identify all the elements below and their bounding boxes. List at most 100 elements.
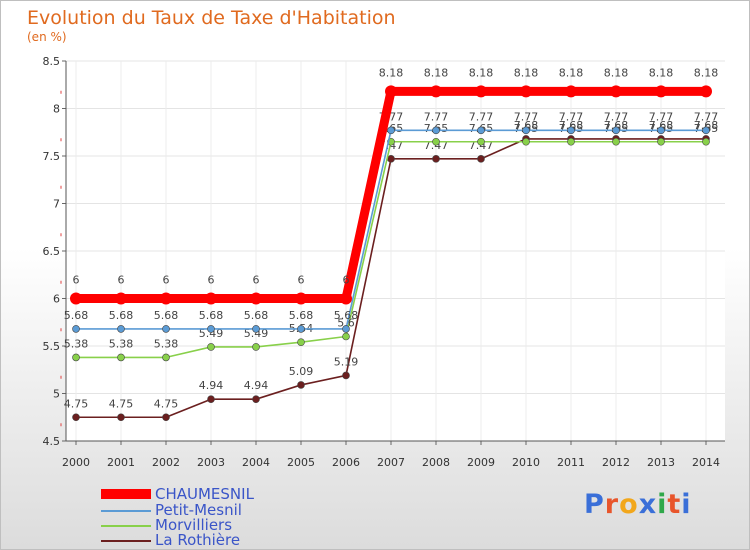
- data-label-chaumesnil: 8.18: [514, 66, 539, 79]
- data-label-morvilliers: 5.6: [337, 317, 355, 330]
- data-label-petit-mesnil: 7.77: [559, 110, 584, 123]
- data-label-chaumesnil: 6: [253, 274, 260, 287]
- data-point-morvilliers: [432, 137, 440, 146]
- x-tick-label: 2012: [602, 456, 630, 469]
- x-tick-label: 2001: [107, 456, 135, 469]
- data-point-la-rothi-re: [252, 395, 260, 404]
- x-tick-label: 2011: [557, 456, 585, 469]
- data-label-petit-mesnil: 7.77: [694, 110, 719, 123]
- data-label-petit-mesnil: 5.68: [289, 309, 314, 322]
- data-point-chaumesnil: [205, 292, 217, 305]
- data-label-petit-mesnil: 5.68: [109, 309, 134, 322]
- data-label-morvilliers: 5.38: [154, 337, 179, 350]
- logo-letter: i: [681, 489, 692, 520]
- data-label-chaumesnil: 8.18: [694, 66, 719, 79]
- data-label-petit-mesnil: 5.68: [64, 309, 89, 322]
- data-point-petit-mesnil: [297, 325, 305, 333]
- data-point-petit-mesnil: [567, 126, 575, 135]
- data-point-petit-mesnil: [117, 325, 125, 333]
- legend-swatch-morvilliers: [101, 525, 151, 527]
- y-tick-label: 7.5: [43, 150, 61, 163]
- data-point-petit-mesnil: [387, 126, 395, 135]
- y-tick-label: 5: [53, 388, 60, 401]
- data-point-chaumesnil: [430, 85, 442, 98]
- data-label-chaumesnil: 6: [73, 274, 80, 287]
- data-label-petit-mesnil: 5.68: [334, 309, 359, 322]
- data-point-morvilliers: [702, 137, 710, 146]
- data-label-la-rothi-re: 7.68: [649, 119, 674, 132]
- data-label-la-rothi-re: 7.68: [604, 119, 629, 132]
- data-label-chaumesnil: 8.18: [424, 66, 449, 79]
- data-point-morvilliers: [657, 137, 665, 146]
- data-point-petit-mesnil: [72, 325, 80, 333]
- data-point-chaumesnil: [70, 292, 82, 305]
- x-tick-label: 2005: [287, 456, 315, 469]
- data-label-la-rothi-re: 7.68: [694, 119, 719, 132]
- logo-letter: P: [584, 489, 605, 520]
- data-point-chaumesnil: [520, 85, 532, 98]
- data-label-petit-mesnil: 5.68: [244, 309, 269, 322]
- y-tick-label: 4.5: [43, 435, 61, 448]
- legend-label-morvilliers: Morvilliers: [155, 516, 233, 534]
- x-tick-label: 2000: [62, 456, 90, 469]
- x-tick-label: 2006: [332, 456, 360, 469]
- data-label-chaumesnil: 6: [118, 274, 125, 287]
- y-tick-label: 6: [53, 293, 60, 306]
- data-point-la-rothi-re: [297, 381, 305, 389]
- data-label-petit-mesnil: 7.77: [424, 110, 449, 123]
- data-point-petit-mesnil: [162, 325, 170, 333]
- data-label-la-rothi-re: 7.68: [514, 119, 539, 132]
- data-point-petit-mesnil: [342, 325, 350, 333]
- data-label-chaumesnil: 6: [208, 274, 215, 287]
- data-label-morvilliers: 5.38: [109, 337, 134, 350]
- data-point-la-rothi-re: [342, 371, 350, 380]
- data-point-morvilliers: [567, 137, 575, 146]
- data-label-petit-mesnil: 7.77: [604, 110, 629, 123]
- data-point-la-rothi-re: [387, 155, 395, 163]
- data-point-la-rothi-re: [72, 413, 80, 422]
- y-tick-label: 5.5: [43, 340, 61, 353]
- data-point-morvilliers: [117, 353, 125, 362]
- data-label-la-rothi-re: 5.09: [289, 365, 314, 378]
- data-point-chaumesnil: [340, 292, 352, 305]
- legend-swatch-la-rothiere: [101, 540, 151, 542]
- data-point-petit-mesnil: [612, 126, 620, 135]
- data-point-chaumesnil: [475, 85, 487, 98]
- data-label-chaumesnil: 8.18: [469, 66, 494, 79]
- legend-swatch-chaumesnil: [101, 489, 151, 499]
- data-label-chaumesnil: 8.18: [559, 66, 584, 79]
- data-point-morvilliers: [162, 353, 170, 362]
- data-point-petit-mesnil: [657, 126, 665, 135]
- logo-letter: t: [667, 489, 682, 520]
- data-label-la-rothi-re: 4.75: [64, 397, 89, 410]
- data-point-morvilliers: [612, 137, 620, 146]
- legend-label-petit-mesnil: Petit-Mesnil: [155, 501, 242, 519]
- data-point-morvilliers: [297, 338, 305, 347]
- data-label-chaumesnil: 8.18: [379, 66, 404, 79]
- data-label-la-rothi-re: 7.68: [559, 119, 584, 132]
- data-point-petit-mesnil: [252, 325, 260, 333]
- logo-letter: o: [619, 489, 639, 520]
- x-tick-label: 2008: [422, 456, 450, 469]
- logo-letter: x: [638, 489, 658, 520]
- data-point-la-rothi-re: [162, 413, 170, 422]
- data-label-la-rothi-re: 4.75: [109, 397, 134, 410]
- data-label-petit-mesnil: 7.77: [469, 110, 494, 123]
- data-label-la-rothi-re: 5.19: [334, 355, 359, 368]
- logo-letter: r: [604, 489, 620, 520]
- data-label-chaumesnil: 6: [343, 274, 350, 287]
- x-tick-label: 2003: [197, 456, 225, 469]
- data-point-la-rothi-re: [117, 413, 125, 422]
- data-point-chaumesnil: [295, 292, 307, 305]
- data-label-petit-mesnil: 5.68: [199, 309, 224, 322]
- logo-letter: i: [657, 489, 668, 520]
- data-point-morvilliers: [207, 343, 215, 351]
- data-point-chaumesnil: [655, 85, 667, 98]
- data-point-morvilliers: [72, 353, 80, 362]
- x-tick-label: 2004: [242, 456, 270, 469]
- data-point-petit-mesnil: [477, 126, 485, 135]
- data-point-la-rothi-re: [432, 155, 440, 163]
- y-tick-label: 7: [53, 198, 60, 211]
- x-tick-label: 2007: [377, 456, 405, 469]
- y-tick-label: 6.5: [43, 245, 61, 258]
